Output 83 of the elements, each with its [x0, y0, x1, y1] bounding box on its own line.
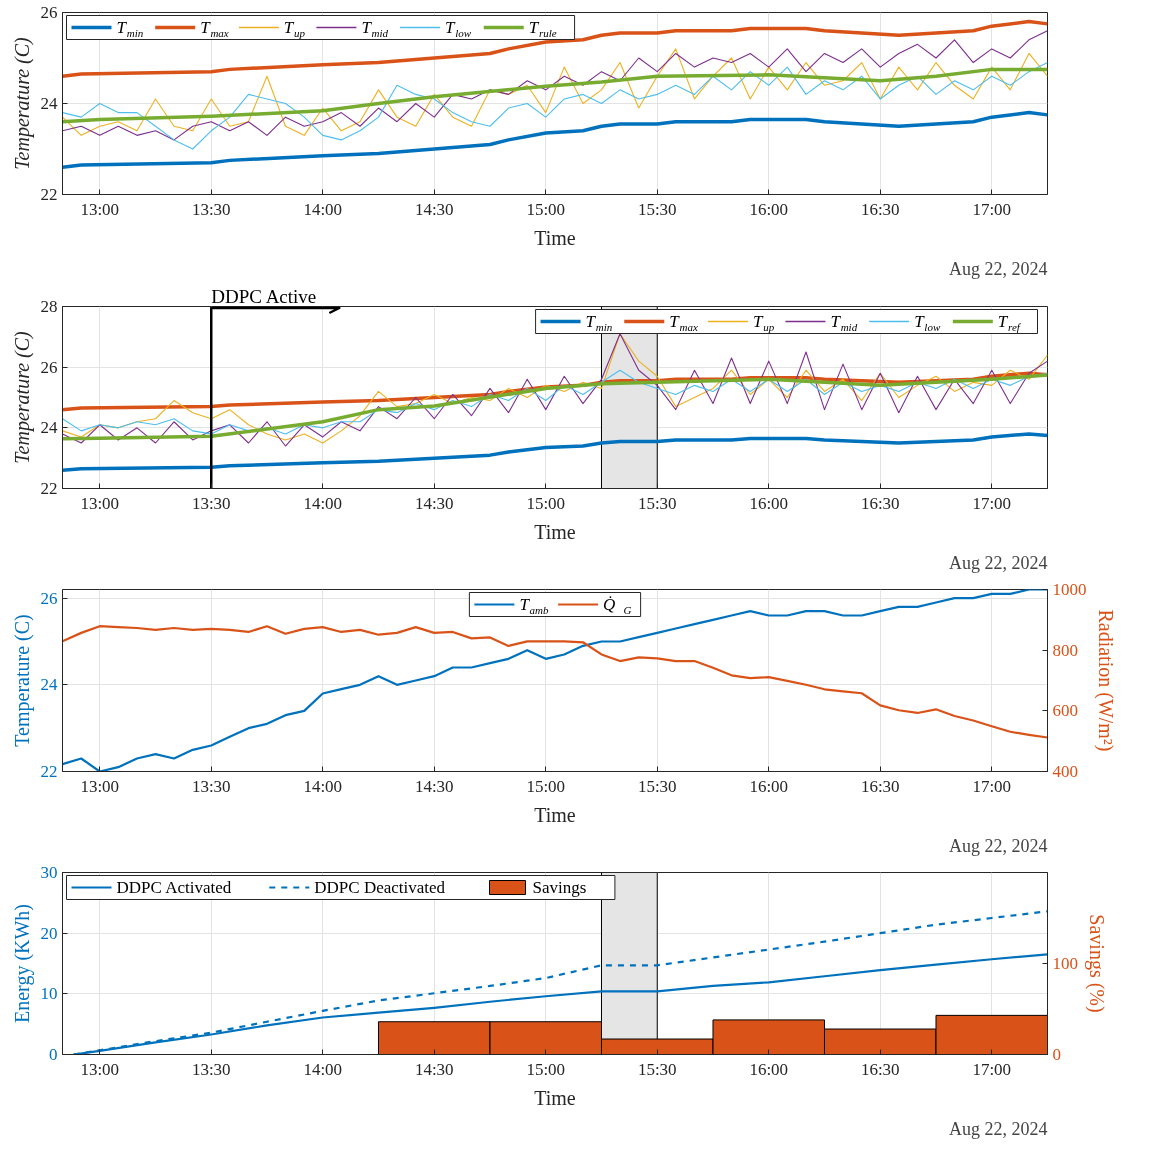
x-tick-label: 14:00	[303, 493, 343, 513]
x-tick-label: 16:00	[749, 776, 789, 796]
x-tick-label: 16:30	[860, 493, 900, 513]
x-tick-label: 15:00	[526, 493, 566, 513]
x-tick-label: 14:00	[303, 199, 343, 219]
x-tick-label: 17:00	[972, 776, 1012, 796]
x-tick-label: 13:30	[191, 199, 231, 219]
x-tick-label: 15:30	[637, 1059, 677, 1079]
x-tick-label: 13:30	[191, 776, 231, 796]
text: Aug 22, 2024	[949, 835, 1048, 856]
x-tick-label: 14:00	[303, 776, 343, 796]
x-axis-title: Time	[534, 1086, 576, 1109]
y-tick-label: 30	[40, 863, 58, 882]
text: Aug 22, 2024	[949, 258, 1048, 279]
line-series	[62, 589, 1048, 772]
x-tick-label: 15:30	[637, 199, 677, 219]
x-tick-label: 16:00	[749, 199, 789, 219]
x-tick-label: 13:00	[80, 199, 120, 219]
y2-tick-label: 600	[1052, 701, 1078, 721]
x-tick-label: 15:00	[526, 199, 566, 219]
legend-label: Q̇G	[603, 595, 632, 616]
x-tick-label: 13:30	[191, 493, 231, 513]
x-tick-label: 17:00	[972, 199, 1012, 219]
y-tick-label: 22	[40, 185, 58, 204]
x-tick-label: 15:30	[637, 776, 677, 796]
x-tick-label: 13:30	[191, 1059, 231, 1079]
y-tick-label: 24	[40, 94, 58, 113]
y2-axis-title: Savings (%)	[1085, 914, 1108, 1013]
line-series	[62, 62, 1048, 150]
y-tick-label: 20	[40, 923, 58, 943]
y-tick-label: 22	[40, 762, 58, 781]
legend-label: Savings	[532, 878, 587, 897]
line-series	[62, 48, 1048, 136]
x-tick-label: 14:30	[414, 199, 454, 219]
x-tick-label: 14:30	[414, 776, 454, 796]
x-tick-label: 15:00	[526, 1059, 566, 1079]
y-tick-label: 24	[40, 418, 58, 438]
x-tick-label: 13:00	[80, 776, 120, 796]
x-tick-label: 16:00	[749, 1059, 789, 1079]
y2-tick-label: 0	[1052, 1045, 1061, 1064]
x-tick-label: 13:00	[80, 493, 120, 513]
legend-label: DDPC Activated	[116, 878, 232, 897]
x-tick-label: 16:30	[860, 199, 900, 219]
y2-tick-label: 100	[1052, 954, 1078, 973]
x-tick-label: 17:00	[972, 493, 1012, 513]
y2-axis-title: Radiation (W/m²)	[1093, 609, 1117, 752]
line-series	[62, 432, 1048, 473]
text: Aug 22, 2024	[949, 1118, 1048, 1139]
y-axis-title: Energy (KWh)	[10, 903, 34, 1024]
legend-label: DDPC Deactivated	[314, 878, 446, 897]
x-axis-title: Time	[534, 226, 576, 249]
x-tick-label: 16:30	[860, 776, 900, 796]
y-tick-label: 26	[40, 357, 58, 377]
y-tick-label: 26	[40, 3, 58, 22]
line-series	[62, 110, 1048, 169]
line-series	[62, 67, 1048, 124]
x-tick-label: 17:00	[972, 1059, 1012, 1079]
x-tick-label: 16:30	[860, 1059, 900, 1079]
y-tick-label: 26	[40, 588, 58, 608]
x-axis-title: Time	[534, 520, 576, 543]
y-axis-title: Temperature (C)	[10, 614, 34, 747]
x-tick-label: 14:30	[414, 1059, 454, 1079]
x-tick-label: 16:00	[749, 493, 789, 513]
ref-line-label: DDPC Active	[211, 285, 317, 307]
y-tick-label: 24	[40, 675, 58, 695]
x-tick-label: 13:00	[80, 1059, 120, 1079]
y-tick-label: 0	[49, 1045, 58, 1064]
line-series	[62, 19, 1048, 78]
line-series	[62, 625, 1048, 739]
x-tick-label: 14:30	[414, 493, 454, 513]
x-tick-label: 14:00	[303, 1059, 343, 1079]
y2-tick-label: 1000	[1052, 580, 1087, 599]
y2-tick-label: 400	[1052, 762, 1078, 781]
x-axis-title: Time	[534, 803, 576, 826]
x-tick-label: 15:30	[637, 493, 677, 513]
y-tick-label: 22	[40, 479, 58, 498]
y-axis-title: Temperature (C)	[10, 36, 34, 170]
y-axis-title: Temperature (C)	[10, 330, 34, 464]
text: Aug 22, 2024	[949, 552, 1048, 573]
y2-tick-label: 800	[1052, 640, 1078, 660]
y-tick-label: 28	[40, 297, 58, 316]
x-tick-label: 15:00	[526, 776, 566, 796]
y-tick-label: 10	[40, 984, 58, 1004]
